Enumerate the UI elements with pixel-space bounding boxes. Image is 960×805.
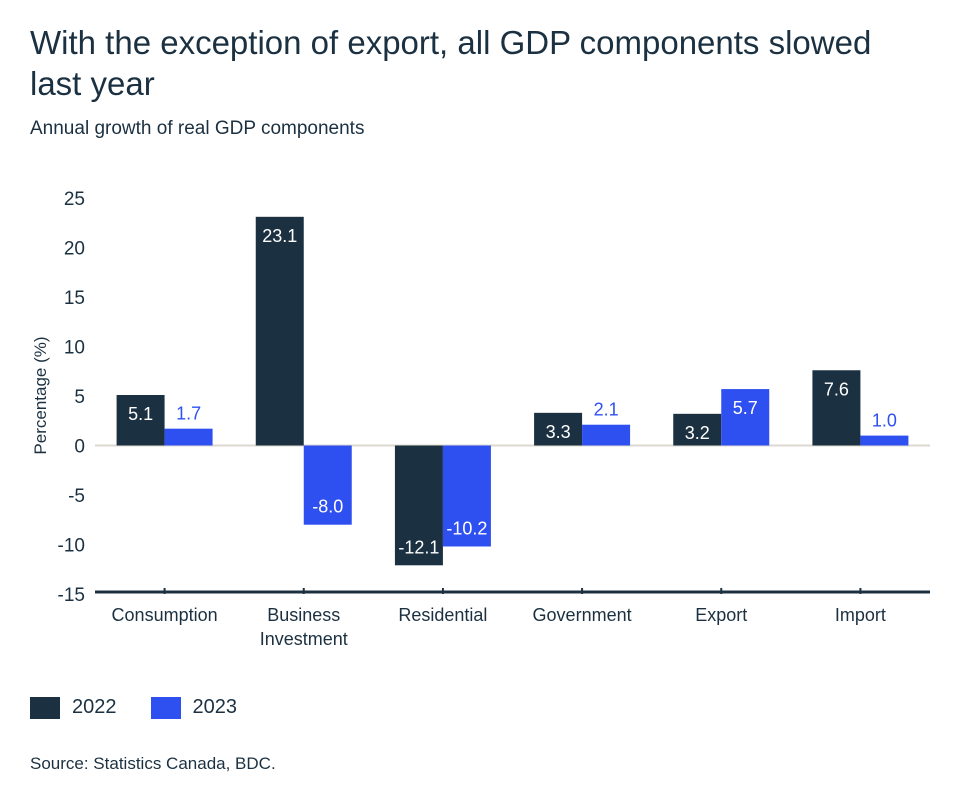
y-tick-label: 5 [74, 387, 85, 408]
data-label-2022: 3.3 [546, 422, 571, 442]
y-tick-label: -15 [58, 585, 85, 606]
bar-2022 [116, 395, 165, 446]
bar-2022 [673, 413, 722, 446]
bar-chart: -15 -10 -5 0 5 10 15 20 25 Percentage (%) Consumpt… [31, 189, 930, 649]
bar-2023 [582, 424, 631, 446]
bar-2023 [442, 445, 491, 547]
legend-swatch-2023 [150, 696, 181, 719]
y-tick-label: 20 [64, 239, 85, 260]
chart-title: With the exception of export, all GDP co… [30, 24, 872, 102]
data-label-2023: 2.1 [594, 400, 619, 420]
x-tick-label: Residential [398, 605, 487, 625]
data-label-2022: 23.1 [262, 226, 297, 246]
data-label-2023: -8.0 [312, 497, 343, 517]
legend-label-2022: 2022 [72, 696, 117, 718]
data-label-2022: 7.6 [824, 379, 849, 399]
bar-2023 [164, 428, 213, 446]
bar-2023 [721, 389, 770, 446]
data-label-2022: 5.1 [128, 404, 153, 424]
bar-2022 [812, 370, 861, 446]
x-tick-label: Import [835, 605, 886, 625]
data-label-2023: 5.7 [733, 398, 758, 418]
x-tick-label: Consumption [112, 605, 218, 625]
x-tick-label: Export [695, 605, 747, 625]
y-tick-label: 10 [64, 338, 85, 359]
y-tick-label: -5 [68, 486, 85, 507]
data-label-2023: -10.2 [446, 518, 487, 538]
bar-2022 [534, 412, 583, 446]
legend-label-2023: 2023 [192, 696, 238, 718]
x-tick-label: Government [533, 605, 632, 625]
x-tick-label: Investment [260, 629, 348, 649]
y-tick-label: -10 [58, 536, 85, 557]
legend-item-2022: 2022 [30, 696, 117, 719]
legend-item-2023: 2023 [150, 696, 238, 719]
y-tick-label: 0 [74, 437, 85, 458]
data-label-2022: -12.1 [398, 537, 439, 557]
bar-2023 [860, 435, 909, 446]
data-label-2023: 1.7 [176, 404, 201, 424]
chart-subtitle: Annual growth of real GDP components [30, 118, 365, 139]
bar-2023 [303, 445, 352, 525]
y-tick-label: 15 [64, 288, 85, 309]
y-tick-label: 25 [64, 189, 85, 210]
data-label-2022: 3.2 [685, 423, 710, 443]
x-tick-label: Business [267, 605, 340, 625]
bar-2022 [394, 445, 443, 566]
source-note: Source: Statistics Canada, BDC. [30, 754, 276, 773]
data-label-2023: 1.0 [872, 411, 897, 431]
legend-swatch-2022 [30, 696, 60, 719]
legend: 2022 2023 [30, 696, 237, 719]
bar-2022 [255, 216, 304, 446]
y-axis-label: Percentage (%) [31, 336, 50, 454]
